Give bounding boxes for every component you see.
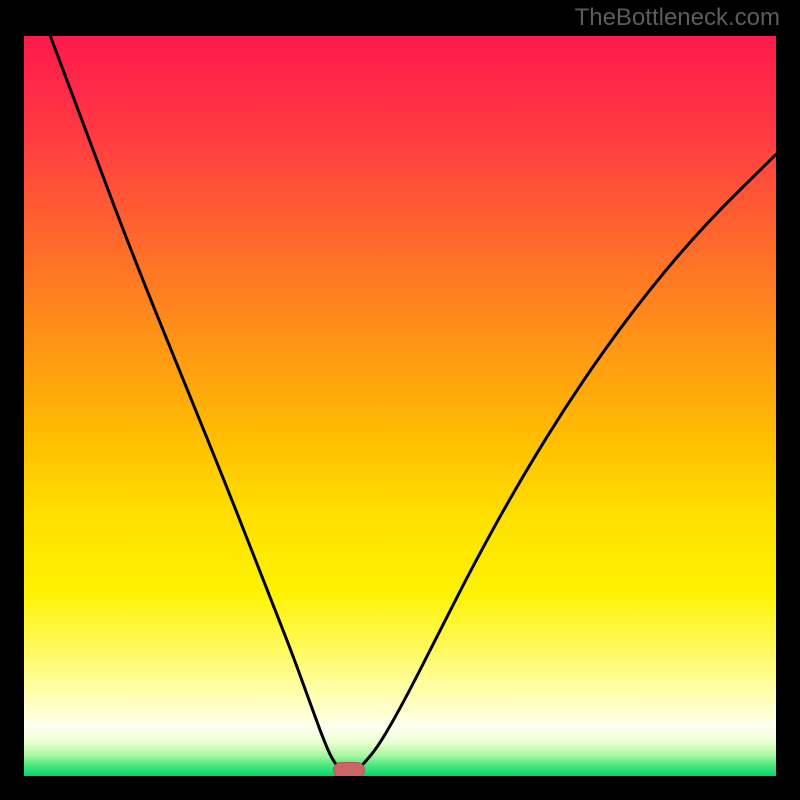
chart-canvas: TheBottleneck.com	[0, 0, 800, 800]
frame-left	[0, 0, 24, 800]
chart-frame	[0, 0, 800, 800]
watermark-text: TheBottleneck.com	[575, 4, 780, 32]
frame-right	[776, 0, 800, 800]
frame-bottom	[0, 776, 800, 800]
